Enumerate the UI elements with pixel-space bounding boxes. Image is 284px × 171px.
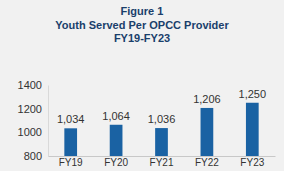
bar: [155, 128, 168, 156]
bar: [64, 128, 77, 156]
data-label: 1,064: [102, 110, 130, 122]
y-tick: 1400: [18, 79, 48, 91]
x-tick: FY22: [195, 156, 219, 168]
x-tick-label: FY22: [195, 157, 219, 168]
y-tick-label: 1000: [18, 126, 42, 138]
y-tick-label: 800: [24, 150, 42, 162]
chart: Figure 1Youth Served Per OPCC ProviderFY…: [0, 0, 284, 171]
bar: [246, 103, 259, 156]
x-tick: FY23: [240, 156, 264, 168]
x-tick: FY21: [150, 156, 174, 168]
title: Figure 1: [121, 5, 164, 17]
data-label: 1,206: [193, 93, 221, 105]
y-tick-label: 1400: [18, 79, 42, 91]
x-tick-label: FY21: [150, 157, 174, 168]
bar: [201, 108, 214, 156]
x-tick-label: FY23: [240, 157, 264, 168]
bar: [110, 125, 123, 156]
x-tick: FY19: [59, 156, 83, 168]
y-axis: 800 1000 1200 1400: [18, 79, 49, 162]
subtitle: Youth Served Per OPCC Provider: [55, 19, 229, 31]
bars: [64, 103, 258, 156]
y-axis-line: [48, 86, 49, 157]
subtitle: FY19-FY23: [114, 32, 170, 44]
x-tick-label: FY19: [59, 157, 83, 168]
x-tick-label: FY20: [104, 157, 128, 168]
x-axis: FY19 FY20 FY21 FY22 FY23: [49, 156, 276, 168]
background: [0, 0, 284, 171]
y-tick: 1000: [18, 126, 48, 138]
y-tick-label: 1200: [18, 103, 42, 115]
data-labels: 1,034 1,064 1,036 1,206 1,250: [57, 88, 266, 126]
y-tick: 800: [24, 150, 48, 162]
data-label: 1,250: [239, 88, 267, 100]
y-tick: 1200: [18, 103, 48, 115]
data-label: 1,036: [148, 113, 176, 125]
x-tick: FY20: [104, 156, 128, 168]
data-label: 1,034: [57, 113, 85, 125]
